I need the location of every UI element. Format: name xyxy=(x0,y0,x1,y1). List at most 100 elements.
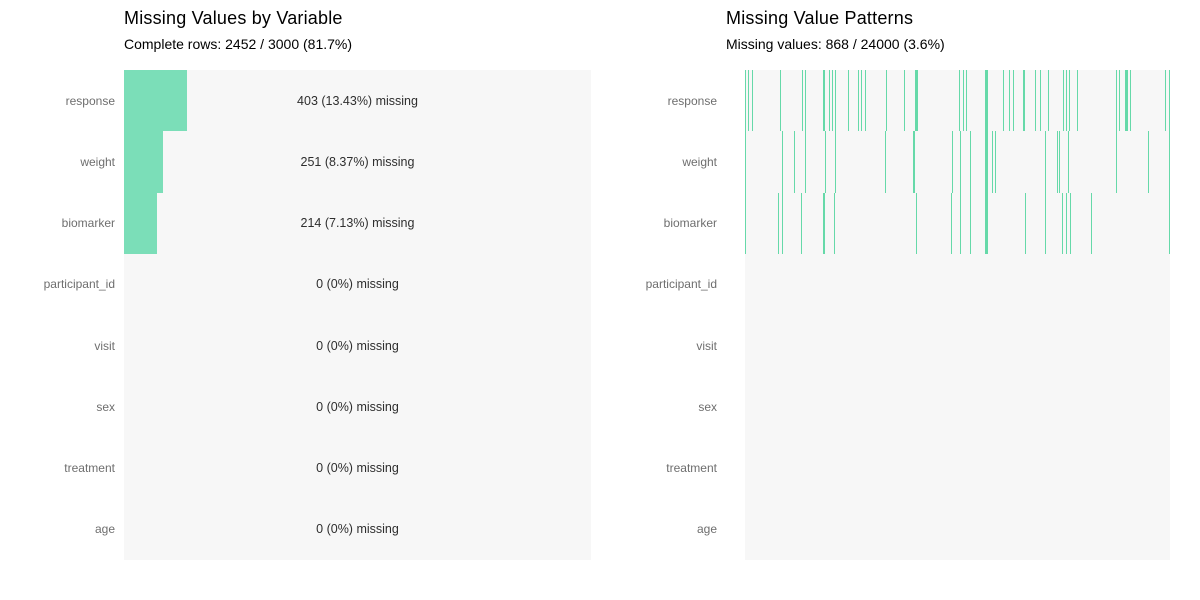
missing-count-label-treatment: 0 (0%) missing xyxy=(316,461,399,476)
missing-tick xyxy=(823,70,826,132)
row-label-sex: sex xyxy=(96,399,115,414)
missing-tick xyxy=(1169,192,1170,254)
missing-tick xyxy=(1070,192,1072,254)
missing-tick xyxy=(747,70,749,132)
missing-tick xyxy=(1130,70,1132,132)
left-chart-title: Missing Values by Variable xyxy=(124,8,343,28)
missing-tick xyxy=(1056,131,1058,193)
missing-tick xyxy=(1062,192,1064,254)
missing-tick xyxy=(951,192,953,254)
missing-tick xyxy=(835,70,837,132)
missing-tick xyxy=(904,70,906,132)
row-label-response: response xyxy=(65,93,115,108)
missing-tick xyxy=(1164,70,1166,132)
missing-tick xyxy=(847,70,849,132)
missing-bar-biomarker xyxy=(124,192,158,254)
row-label-age: age xyxy=(94,522,115,537)
right-chart-title: Missing Value Patterns xyxy=(726,8,914,28)
missing-tick xyxy=(1069,70,1071,132)
row-label-weight: weight xyxy=(682,154,717,169)
row-label-weight: weight xyxy=(80,154,115,169)
missing-tick xyxy=(984,131,988,193)
missing-tick xyxy=(1116,70,1118,132)
missing-tick xyxy=(962,70,964,132)
missing-tick xyxy=(779,70,781,132)
missing-tick xyxy=(966,70,967,132)
row-label-participant_id: participant_id xyxy=(43,277,115,292)
missing-tick xyxy=(1048,70,1050,132)
missing-tick xyxy=(1025,192,1027,254)
missing-tick xyxy=(745,192,747,254)
missing-tick xyxy=(1148,131,1150,193)
missing-bar-weight xyxy=(124,131,164,193)
row-label-age: age xyxy=(696,522,717,537)
missing-tick xyxy=(1119,70,1121,132)
missing-tick xyxy=(994,131,996,193)
row-label-treatment: treatment xyxy=(64,461,115,476)
missing-tick xyxy=(782,192,784,254)
missing-tick xyxy=(1008,70,1010,132)
missing-tick xyxy=(794,131,796,193)
missing-tick xyxy=(969,131,971,193)
missing-tick xyxy=(1003,70,1005,132)
missing-count-label-sex: 0 (0%) missing xyxy=(316,399,399,414)
row-label-treatment: treatment xyxy=(666,461,717,476)
missing-bar-response xyxy=(124,70,187,132)
missing-tick xyxy=(801,70,803,132)
missing-tick xyxy=(1068,131,1070,193)
row-label-participant_id: participant_id xyxy=(645,277,717,292)
missing-tick xyxy=(1116,131,1118,193)
missing-count-label-biomarker: 214 (7.13%) missing xyxy=(300,216,415,231)
missing-tick xyxy=(823,192,826,254)
right-chart-subtitle: Missing values: 868 / 24000 (3.6%) xyxy=(726,36,945,52)
missing-tick xyxy=(861,70,863,132)
missing-pattern-plot xyxy=(745,70,1170,560)
missing-tick xyxy=(1169,131,1170,193)
missing-tick xyxy=(952,131,954,193)
missing-tick xyxy=(1045,131,1047,193)
missing-tick xyxy=(1065,192,1067,254)
missing-tick xyxy=(958,70,960,132)
missing-tick xyxy=(801,192,803,254)
missing-tick xyxy=(1023,70,1026,132)
missing-tick xyxy=(1063,70,1065,132)
row-label-biomarker: biomarker xyxy=(663,216,717,231)
missing-bar-plot: 403 (13.43%) missing 251 (8.37%) missing 2… xyxy=(124,70,591,560)
missing-tick xyxy=(1169,70,1170,132)
missing-tick xyxy=(835,131,837,193)
row-label-sex: sex xyxy=(698,399,717,414)
missing-tick xyxy=(832,70,834,132)
missing-tick xyxy=(1065,70,1067,132)
missing-count-label-participant_id: 0 (0%) missing xyxy=(316,277,399,292)
missing-tick xyxy=(864,70,866,132)
missing-tick xyxy=(960,192,962,254)
missing-tick xyxy=(912,131,915,193)
missing-tick xyxy=(1034,70,1036,132)
missing-tick xyxy=(834,192,836,254)
missing-tick xyxy=(984,192,988,254)
missing-tick xyxy=(804,70,806,132)
row-label-biomarker: biomarker xyxy=(61,216,115,231)
missing-count-label-weight: 251 (8.37%) missing xyxy=(300,154,415,169)
missing-tick xyxy=(1039,70,1041,132)
row-label-response: response xyxy=(667,93,717,108)
missing-count-label-age: 0 (0%) missing xyxy=(316,522,399,537)
missing-tick xyxy=(1090,192,1092,254)
missing-count-label-response: 403 (13.43%) missing xyxy=(297,93,418,108)
missing-tick xyxy=(884,131,886,193)
missing-tick xyxy=(745,131,747,193)
left-chart-subtitle: Complete rows: 2452 / 3000 (81.7%) xyxy=(124,36,353,52)
missing-tick xyxy=(991,131,993,193)
missing-tick xyxy=(857,70,859,132)
missing-tick xyxy=(885,70,887,132)
missing-tick xyxy=(960,131,962,193)
missing-tick xyxy=(1076,70,1078,132)
missing-tick xyxy=(1125,70,1129,132)
missing-tick xyxy=(804,131,806,193)
missing-tick xyxy=(752,70,754,132)
row-label-visit: visit xyxy=(696,338,717,353)
missing-tick xyxy=(745,70,747,132)
missing-tick xyxy=(824,131,826,193)
missing-count-label-visit: 0 (0%) missing xyxy=(316,338,399,353)
